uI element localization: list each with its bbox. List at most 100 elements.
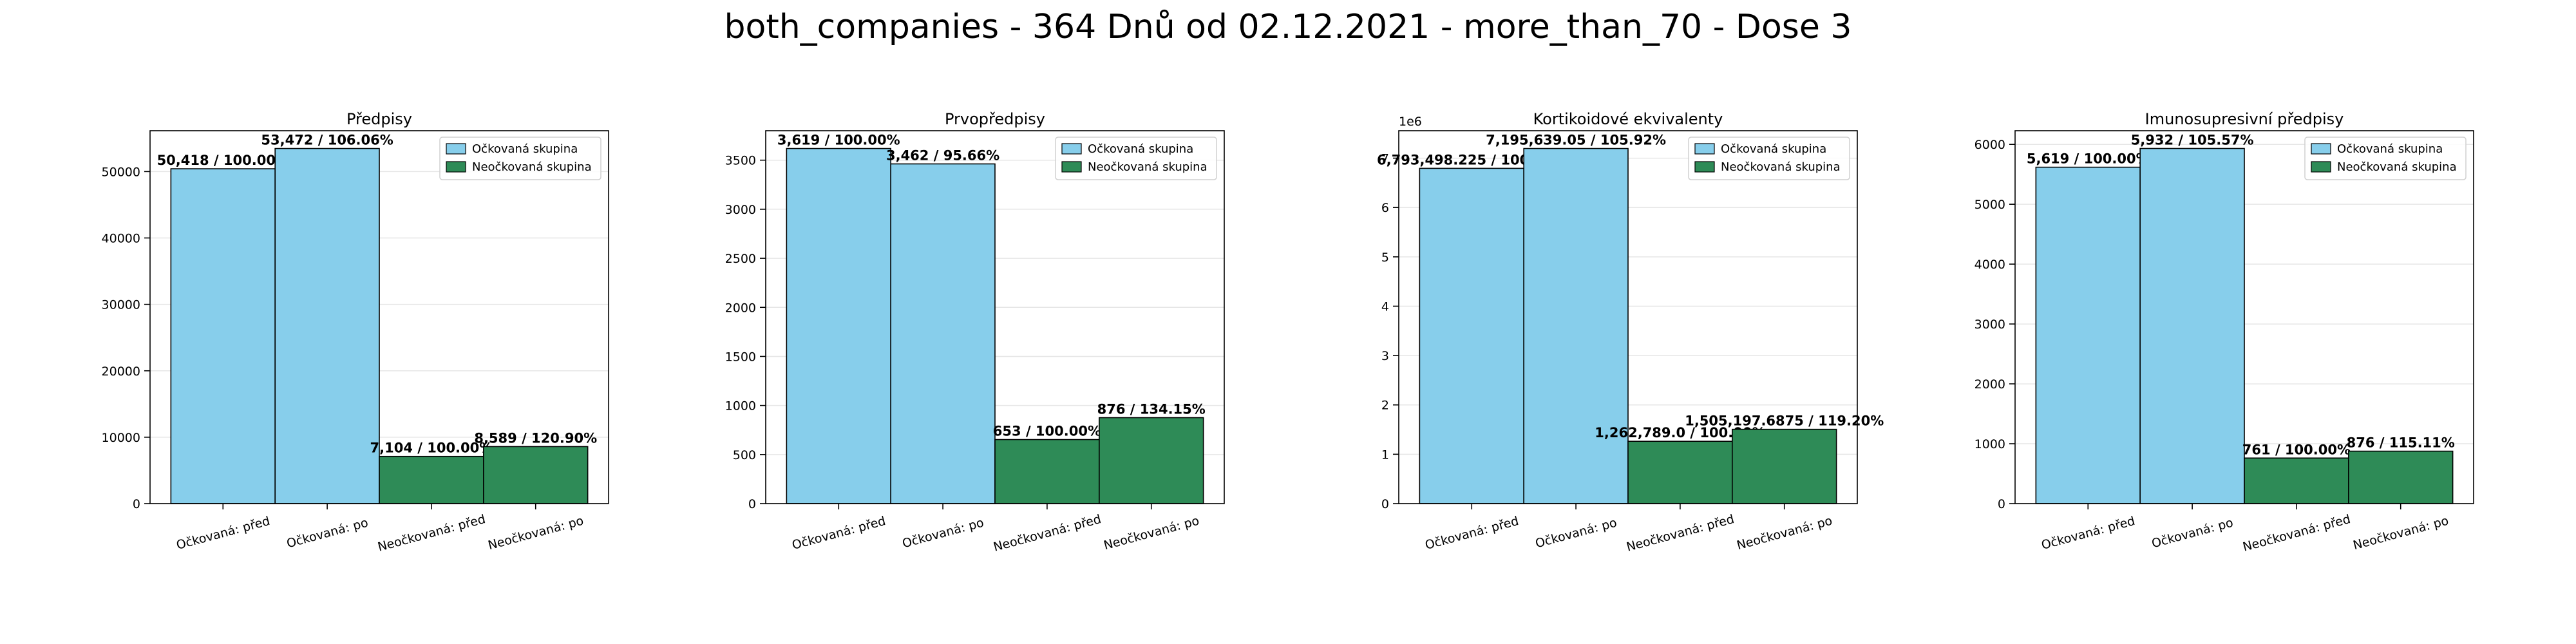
bar-4 xyxy=(2348,450,2454,504)
x-tick-label: Neočkovaná: před xyxy=(1625,512,1736,554)
x-tick-label: Očkovaná: před xyxy=(2040,514,2136,553)
legend-box xyxy=(439,137,601,180)
x-tick-label: Neočkovaná: před xyxy=(376,512,487,554)
x-tick-label: Očkovaná: před xyxy=(175,514,271,553)
axes-frame xyxy=(149,130,609,504)
x-tick-label: Neočkovaná: před xyxy=(992,512,1103,554)
y-tick-label: 3 xyxy=(1381,349,1389,363)
x-tick-label: Očkovaná: před xyxy=(790,514,887,553)
bar-4 xyxy=(1732,428,1837,504)
y-tick-label: 6000 xyxy=(1975,138,2005,152)
legend: Očkovaná skupina Neočkovaná skupina xyxy=(1688,137,1850,180)
legend-label: Neočkovaná skupina xyxy=(1088,160,1208,174)
legend-label: Neočkovaná skupina xyxy=(472,160,592,174)
x-tick-label: Očkovaná: po xyxy=(285,516,370,551)
legend-swatch xyxy=(1694,161,1715,173)
y-tick-label: 6 xyxy=(1381,201,1389,215)
y-tick-label: 3000 xyxy=(1975,317,2005,332)
x-tick-label: Neočkovaná: po xyxy=(2351,514,2450,553)
y-tick-label: 50000 xyxy=(102,165,140,179)
bar-value-label: 7,195,639.05 / 105.92% xyxy=(1486,133,1666,148)
x-tick-label: Očkovaná: po xyxy=(2150,516,2235,551)
bar-1 xyxy=(1419,167,1524,504)
bar-1 xyxy=(170,168,276,504)
bar-4 xyxy=(1099,417,1204,504)
y-tick-label: 1000 xyxy=(1975,437,2005,451)
chart-title: Kortikoidové ekvivalenty xyxy=(1533,110,1723,128)
bar-2 xyxy=(2139,147,2245,504)
y-tick-label: 0 xyxy=(1998,497,2005,511)
bar-1 xyxy=(786,147,891,504)
bar-value-label: 3,462 / 95.66% xyxy=(886,148,999,164)
y-tick-label: 5 xyxy=(1381,251,1389,265)
x-tick-label: Očkovaná: před xyxy=(1423,514,1520,553)
bar-2 xyxy=(274,147,380,504)
chart-panel-1: 0 10000 20000 30000 40000 50000 50,418 / 100.0… xyxy=(102,110,609,554)
axes-frame xyxy=(2014,130,2474,504)
bar-4 xyxy=(483,446,589,504)
bar-value-label: 5,619 / 100.00% xyxy=(2027,151,2150,167)
y-tick-label: 0 xyxy=(133,497,140,511)
bar-value-label: 1,505,197.6875 / 119.20% xyxy=(1685,413,1884,429)
bar-3 xyxy=(1627,440,1733,504)
legend-label: Očkovaná skupina xyxy=(472,142,578,156)
legend-label: Očkovaná skupina xyxy=(1088,142,1193,156)
y-tick-label: 3000 xyxy=(725,203,756,217)
bar-value-label: 761 / 100.00% xyxy=(2242,442,2351,457)
legend-label: Neočkovaná skupina xyxy=(1721,160,1841,174)
legend: Očkovaná skupina Neočkovaná skupina xyxy=(1055,137,1217,180)
y-tick-label: 4000 xyxy=(1975,258,2005,272)
y-tick-label: 10000 xyxy=(102,431,140,445)
legend-swatch xyxy=(2311,161,2331,173)
axes-frame xyxy=(1398,130,1858,504)
y-tick-label: 7 xyxy=(1381,152,1389,166)
y-offset-label: 1e6 xyxy=(1399,115,1422,129)
bar-value-label: 876 / 134.15% xyxy=(1097,402,1206,417)
y-tick-label: 1000 xyxy=(725,399,756,413)
y-tick-label: 2 xyxy=(1381,399,1389,413)
y-tick-label: 2500 xyxy=(725,252,756,266)
x-tick-label: Neočkovaná: po xyxy=(486,514,585,553)
legend-label: Očkovaná skupina xyxy=(2337,142,2443,156)
figure-title: both_companies - 364 Dnů od 02.12.2021 -… xyxy=(724,8,1852,46)
bar-value-label: 8,589 / 120.90% xyxy=(474,430,597,446)
y-tick-label: 2000 xyxy=(725,301,756,315)
bar-value-label: 3,619 / 100.00% xyxy=(777,133,900,148)
chart-title: Imunosupresivní předpisy xyxy=(2145,110,2344,128)
chart-title: Prvopředpisy xyxy=(945,110,1045,128)
legend-swatch xyxy=(446,143,466,155)
bar-3 xyxy=(379,455,484,504)
chart-panel-2: 0 500 1000 1500 2000 2500 3000 3500 3,619 / 100.… xyxy=(725,110,1225,554)
y-tick-label: 2000 xyxy=(1975,377,2005,392)
bar-2 xyxy=(890,163,996,504)
axes-frame xyxy=(765,130,1225,504)
x-tick-label: Neočkovaná: po xyxy=(1735,514,1833,553)
bar-value-label: 5,932 / 105.57% xyxy=(2131,133,2254,148)
bar-2 xyxy=(1523,147,1629,504)
legend-box xyxy=(1688,137,1850,180)
x-tick-label: Očkovaná: po xyxy=(901,516,985,551)
y-tick-label: 1 xyxy=(1381,448,1389,462)
y-tick-label: 5000 xyxy=(1975,198,2005,212)
bar-3 xyxy=(994,439,1100,504)
legend: Očkovaná skupina Neočkovaná skupina xyxy=(439,137,601,180)
y-tick-label: 3500 xyxy=(725,154,756,168)
bar-1 xyxy=(2035,166,2141,504)
x-tick-label: Neočkovaná: po xyxy=(1102,514,1200,553)
legend-swatch xyxy=(1694,143,1715,155)
y-tick-label: 4 xyxy=(1381,299,1389,314)
legend-swatch xyxy=(446,161,466,173)
bar-3 xyxy=(2244,457,2349,504)
chart-title: Předpisy xyxy=(346,110,412,128)
bar-value-label: 653 / 100.00% xyxy=(993,424,1101,439)
bar-value-label: 7,104 / 100.00% xyxy=(370,440,493,456)
x-tick-label: Očkovaná: po xyxy=(1534,516,1618,551)
x-tick-label: Neočkovaná: před xyxy=(2241,512,2352,554)
y-tick-label: 20000 xyxy=(102,365,140,379)
y-tick-label: 500 xyxy=(733,448,756,462)
legend-box xyxy=(1055,137,1217,180)
y-tick-label: 0 xyxy=(748,497,756,511)
bar-value-label: 53,472 / 106.06% xyxy=(261,133,393,148)
bar-value-label: 50,418 / 100.00% xyxy=(157,153,289,168)
